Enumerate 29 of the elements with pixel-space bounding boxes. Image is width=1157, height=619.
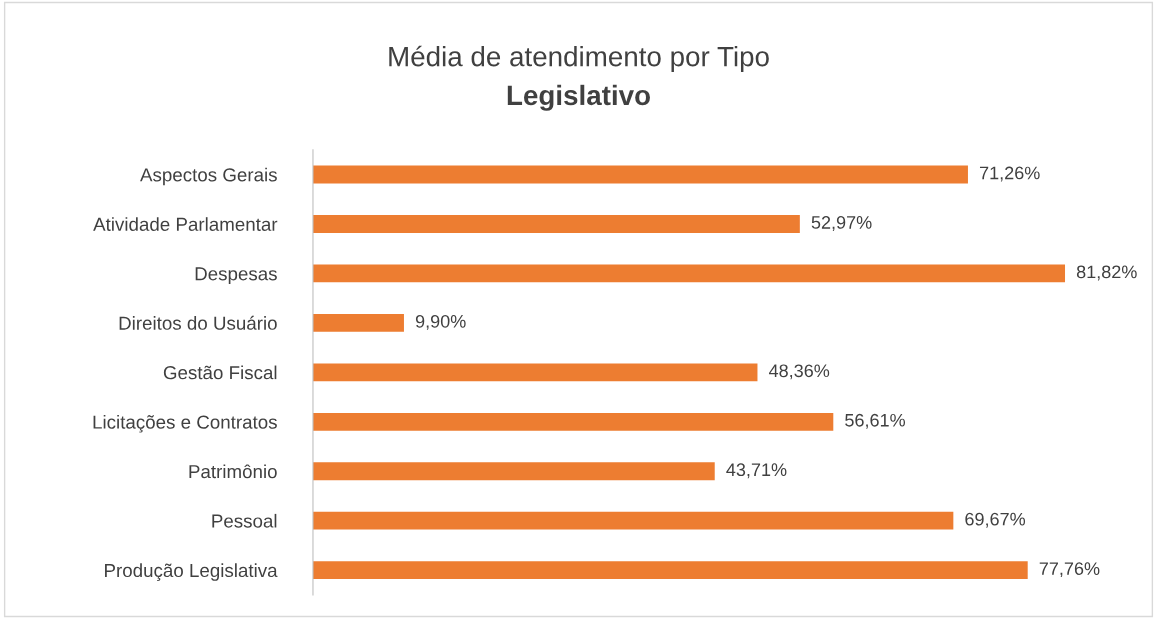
y-tick-label: Direitos do Usuário [119,315,277,330]
bar [312,165,968,184]
data-label: 52,97% [811,216,872,231]
bar [312,313,404,332]
y-tick-label: Patrimônio [189,464,277,479]
chart-title: Média de atendimento por Tipo [389,45,769,72]
bar [312,462,715,481]
data-label: 81,82% [1076,265,1137,281]
data-label: 9,90% [415,314,466,330]
y-tick-label: Atividade Parlamentar [93,217,278,231]
data-label: 48,36% [769,364,830,380]
y-tick-label: Pessoal [212,513,277,528]
data-label: 71,26% [979,166,1040,182]
bar [312,363,758,382]
bar [312,561,1028,580]
bar [312,412,834,431]
bar [312,215,800,233]
y-tick-label: Licitações e Contratos [93,414,277,433]
data-label: 43,71% [726,463,787,479]
data-label: 69,67% [965,512,1026,528]
bar [312,264,1066,283]
y-tick-label: Aspectos Gerais [140,167,277,186]
data-label: 56,61% [845,413,906,429]
data-label: 77,76% [1039,562,1100,578]
y-tick-label: Despesas [195,267,277,285]
y-tick-label: Produção Legislativa [105,563,278,581]
chart-subtitle: Legislativo [507,84,650,111]
bar [312,511,954,530]
y-tick-label: Gestão Fiscal [163,365,277,380]
